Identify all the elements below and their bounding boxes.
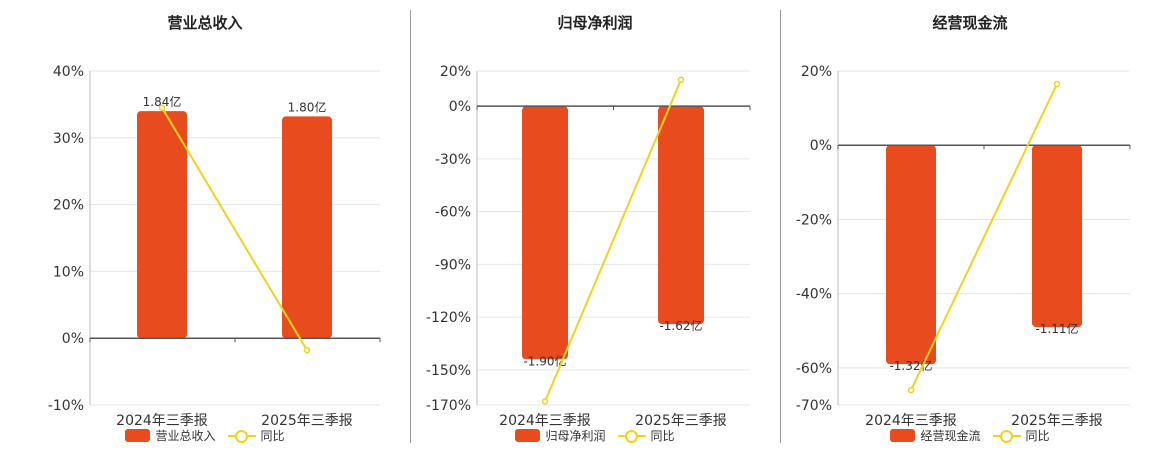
legend-line-label: 同比	[1025, 429, 1050, 443]
yoy-line	[161, 107, 308, 351]
x-tick-label: 2025年三季报	[1011, 413, 1103, 429]
legend-bar-swatch	[125, 429, 151, 442]
y-tick-label: -40%	[796, 287, 832, 303]
bar-value-label: 1.84亿	[143, 94, 182, 109]
y-tick-label: -60%	[435, 205, 471, 221]
chart-panel-revenue: 营业总收入 40% 30% 20% 10% 0% -10% 1.84亿 1.80亿 2024年三…	[0, 0, 410, 450]
y-tick-label: 10%	[53, 264, 84, 280]
legend: 营业总收入 同比	[0, 427, 410, 444]
bar	[282, 116, 332, 339]
yoy-point	[158, 104, 166, 111]
chart-svg: 20%0%-20%-40%-60%-70%-1.32亿-1.11亿2024年三季…	[796, 64, 1131, 429]
x-tick-label: 2024年三季报	[499, 413, 591, 429]
legend-bar-swatch	[515, 429, 541, 442]
legend-line-label: 同比	[650, 429, 675, 443]
chart-svg: 20% 0% -30% -60% -90% -120% -150% -170% -1.90亿 -1…	[426, 64, 751, 429]
chart-panel-cash-flow: 经营现金流 20% 0% -20% -40% -60% -70% -1.32亿 -1.11亿 2…	[780, 0, 1160, 450]
bar	[137, 111, 187, 339]
bar-value-label: -1.62亿	[659, 318, 702, 333]
legend: 归母净利润 同比	[410, 427, 780, 444]
bar	[886, 145, 936, 365]
legend-line-swatch	[227, 429, 256, 443]
panel-divider	[780, 10, 781, 443]
legend-bar-label: 经营现金流	[920, 429, 981, 443]
yoy-point	[677, 76, 685, 84]
legend: 经营现金流 同比	[780, 427, 1160, 444]
x-tick-label: 2025年三季报	[635, 413, 727, 429]
yoy-point	[303, 346, 311, 354]
y-tick-label: 0%	[449, 99, 471, 115]
bar-value-label: -1.11亿	[1035, 321, 1078, 336]
legend-line-swatch	[992, 429, 1021, 443]
y-tick-label: -20%	[796, 212, 832, 228]
legend-line-swatch	[617, 429, 646, 443]
chart-title: 归母净利润	[557, 14, 633, 32]
legend-bar-label: 归母净利润	[545, 429, 606, 443]
chart-title: 营业总收入	[167, 14, 243, 32]
bar	[522, 106, 568, 360]
y-tick-label: -170%	[426, 398, 471, 414]
y-tick-label: 0%	[810, 138, 832, 154]
y-tick-label: 0%	[62, 331, 84, 347]
chart-panel-net-profit: 归母净利润 20% 0% -30% -60% -90% -120% -150% -170% -1…	[410, 0, 780, 450]
chart-svg: 40% 30% 20% 10% 0% -10% 1.84亿 1.80亿 2024年三季报 2025…	[48, 64, 381, 429]
y-tick-label: -10%	[48, 398, 84, 414]
legend-line-label: 同比	[260, 429, 285, 443]
yoy-point	[907, 386, 915, 394]
chart-title: 经营现金流	[932, 14, 1008, 32]
y-tick-label: -90%	[435, 257, 471, 273]
legend-bar-swatch	[890, 429, 916, 442]
y-tick-label: -30%	[435, 152, 471, 168]
y-tick-label: 30%	[53, 131, 84, 147]
x-tick-label: 2025年三季报	[261, 413, 353, 429]
y-tick-label: 20%	[801, 64, 832, 80]
bar-value-label: -1.90亿	[523, 353, 566, 368]
legend-bar-label: 营业总收入	[155, 429, 216, 443]
panel-divider	[410, 10, 411, 443]
x-tick-label: 2024年三季报	[865, 413, 957, 429]
y-tick-label: -60%	[796, 361, 832, 377]
y-tick-label: 20%	[53, 198, 84, 214]
y-tick-label: 40%	[53, 64, 84, 80]
x-tick-label: 2024年三季报	[116, 413, 208, 429]
y-tick-label: -70%	[796, 398, 832, 414]
bar-value-label: 1.80亿	[288, 99, 327, 114]
yoy-point	[541, 398, 549, 405]
yoy-line	[544, 79, 682, 402]
bar	[1032, 145, 1082, 328]
bar	[658, 106, 704, 325]
y-tick-label: 20%	[440, 64, 471, 80]
yoy-point	[1053, 80, 1061, 88]
yoy-line	[910, 83, 1058, 391]
y-tick-label: -120%	[426, 310, 471, 326]
y-tick-label: -150%	[426, 363, 471, 379]
